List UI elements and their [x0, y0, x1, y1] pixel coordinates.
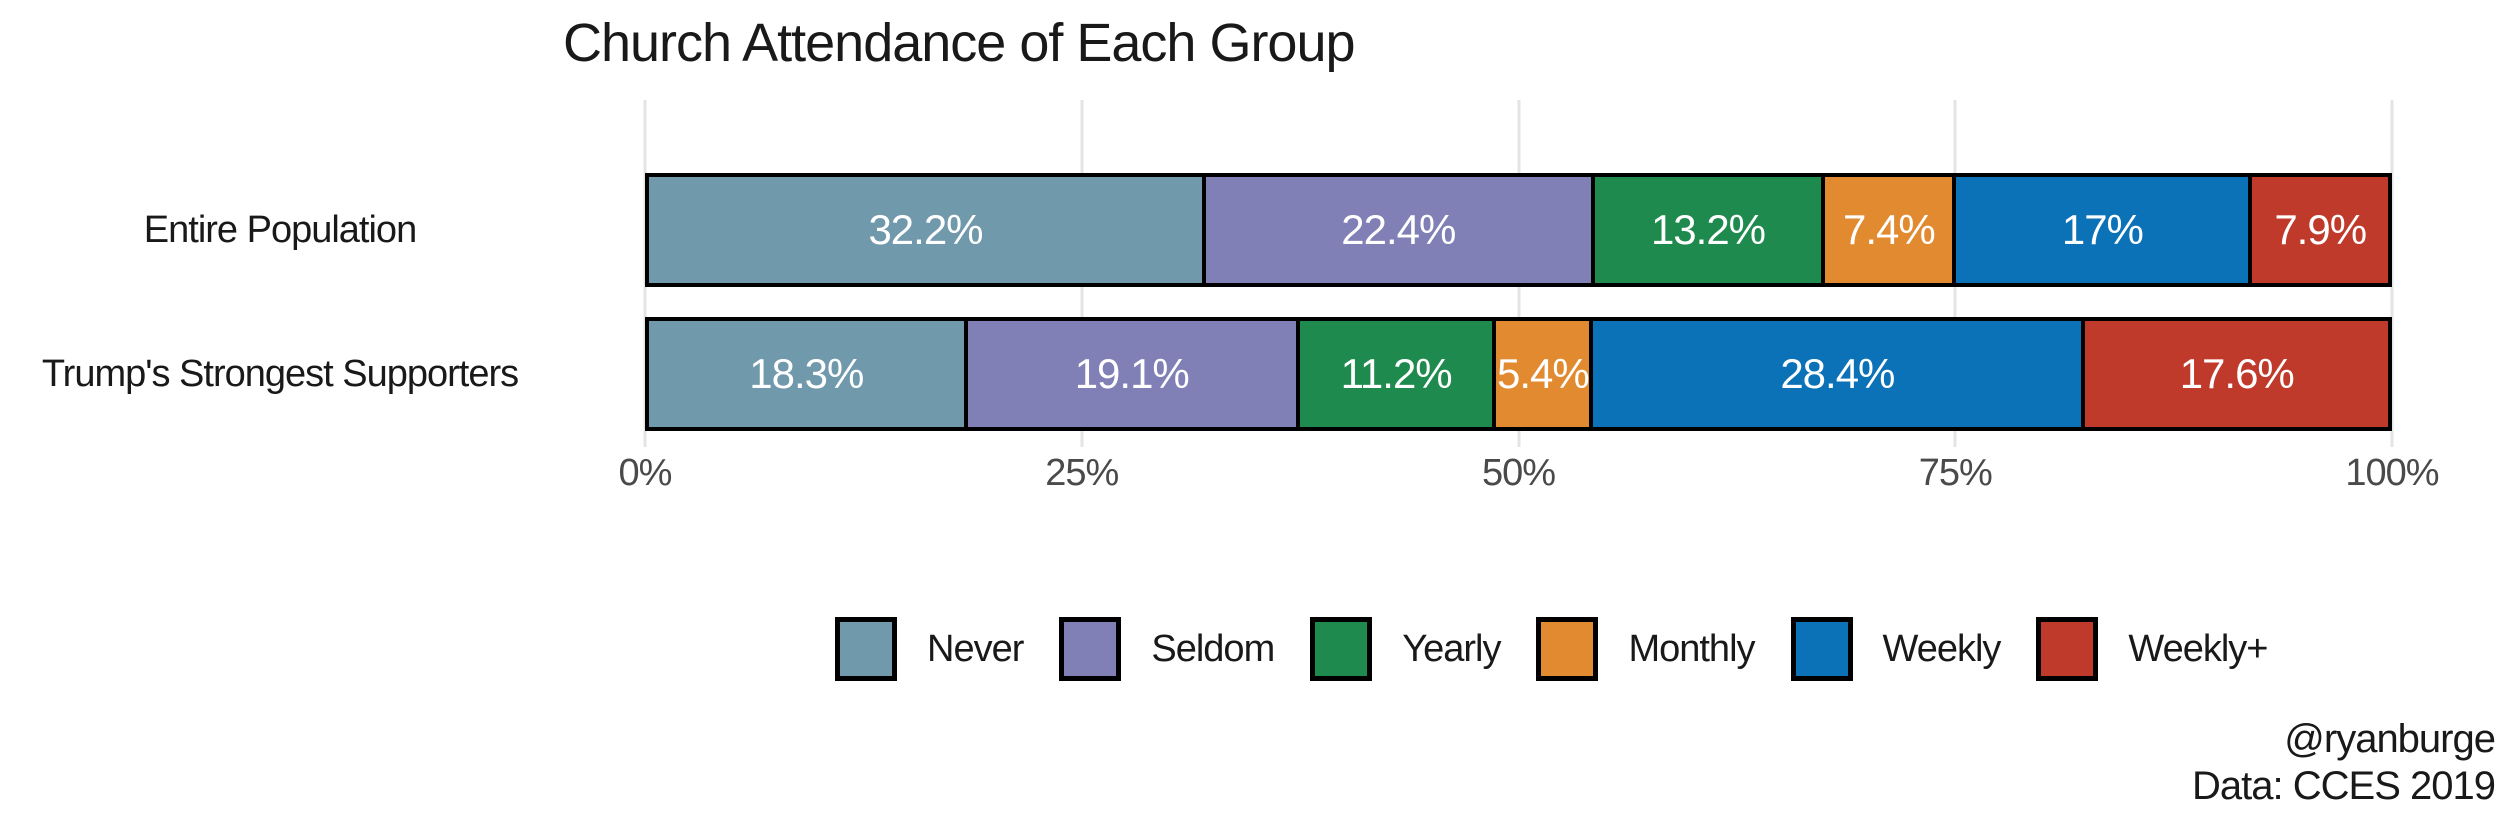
- caption-source: Data: CCES 2019: [2192, 764, 2496, 808]
- x-axis-tick-label: 0%: [618, 452, 673, 494]
- x-axis-tick-label: 100%: [2345, 452, 2439, 494]
- legend-item: Yearly: [1310, 617, 1501, 681]
- bar-value-label: 17%: [2061, 206, 2144, 253]
- bar-segment-never: 32.2%: [649, 177, 1206, 283]
- bar-segment-yearly: 13.2%: [1594, 177, 1826, 283]
- legend-label: Weekly: [1882, 627, 2002, 670]
- legend: Never Seldom Yearly Monthly Weekly Weekly+: [835, 617, 2269, 681]
- bar-value-label: 28.4%: [1780, 350, 1895, 397]
- bar-value-label: 22.4%: [1341, 206, 1456, 253]
- stacked-bar: 32.2% 22.4% 13.2% 7.4% 17% 7.9%: [645, 173, 2392, 287]
- legend-label: Never: [927, 627, 1024, 670]
- caption: @ryanburge Data: CCES 2019: [1700, 716, 2496, 810]
- bar-value-label: 5.4%: [1496, 350, 1590, 397]
- bar-segment-monthly: 5.4%: [1496, 321, 1594, 427]
- bar-segment-weekly: 17%: [1956, 177, 2253, 283]
- legend-item: Monthly: [1536, 617, 1756, 681]
- bar-value-label: 11.2%: [1340, 350, 1453, 397]
- bar-value-label: 18.3%: [749, 350, 864, 397]
- chart-title: Church Attendance of Each Group: [563, 13, 1356, 73]
- legend-item: Never: [835, 617, 1024, 681]
- bar-segment-monthly: 7.4%: [1825, 177, 1957, 283]
- legend-swatch-weekly: [1790, 617, 1853, 681]
- bar-value-label: 7.4%: [1843, 206, 1936, 253]
- bar-segment-never: 18.3%: [649, 321, 968, 427]
- bar-value-label: 13.2%: [1650, 206, 1766, 253]
- legend-swatch-yearly: [1310, 617, 1373, 681]
- legend-label: Yearly: [1402, 627, 1501, 670]
- row-label: Entire Population: [143, 208, 417, 251]
- legend-label: Weekly+: [2128, 627, 2268, 670]
- legend-label: Seldom: [1151, 627, 1275, 670]
- legend-swatch-never: [835, 617, 897, 681]
- bar-segment-weekly-plus: 7.9%: [2252, 177, 2389, 283]
- legend-label: Monthly: [1628, 627, 1755, 670]
- stacked-bar: 18.3% 19.1% 11.2% 5.4% 28.4% 17.6%: [645, 317, 2392, 431]
- legend-item: Weekly+: [2036, 617, 2269, 681]
- bar-segment-weekly: 28.4%: [1593, 321, 2086, 427]
- bar-segment-seldom: 19.1%: [967, 321, 1300, 427]
- legend-swatch-monthly: [1536, 617, 1599, 681]
- x-axis-tick-label: 75%: [1918, 452, 1993, 494]
- x-axis-tick-label: 25%: [1045, 452, 1119, 494]
- bar-value-label: 17.6%: [2179, 350, 2295, 397]
- legend-swatch-weekly-plus: [2036, 617, 2099, 681]
- bar-value-label: 7.9%: [2274, 206, 2367, 253]
- legend-item: Weekly: [1790, 617, 2002, 681]
- bar-segment-yearly: 11.2%: [1299, 321, 1497, 427]
- bar-value-label: 32.2%: [868, 206, 983, 253]
- gridline: [2390, 100, 2394, 447]
- legend-item: Seldom: [1059, 617, 1275, 681]
- bar-value-label: 19.1%: [1074, 350, 1190, 397]
- legend-swatch-seldom: [1059, 617, 1122, 681]
- bar-segment-weekly-plus: 17.6%: [2085, 321, 2389, 427]
- row-label: Trump's Strongest Supporters: [41, 352, 519, 395]
- caption-handle: @ryanburge: [2284, 717, 2496, 761]
- bar-segment-seldom: 22.4%: [1205, 177, 1595, 283]
- x-axis-tick-label: 50%: [1481, 452, 1556, 494]
